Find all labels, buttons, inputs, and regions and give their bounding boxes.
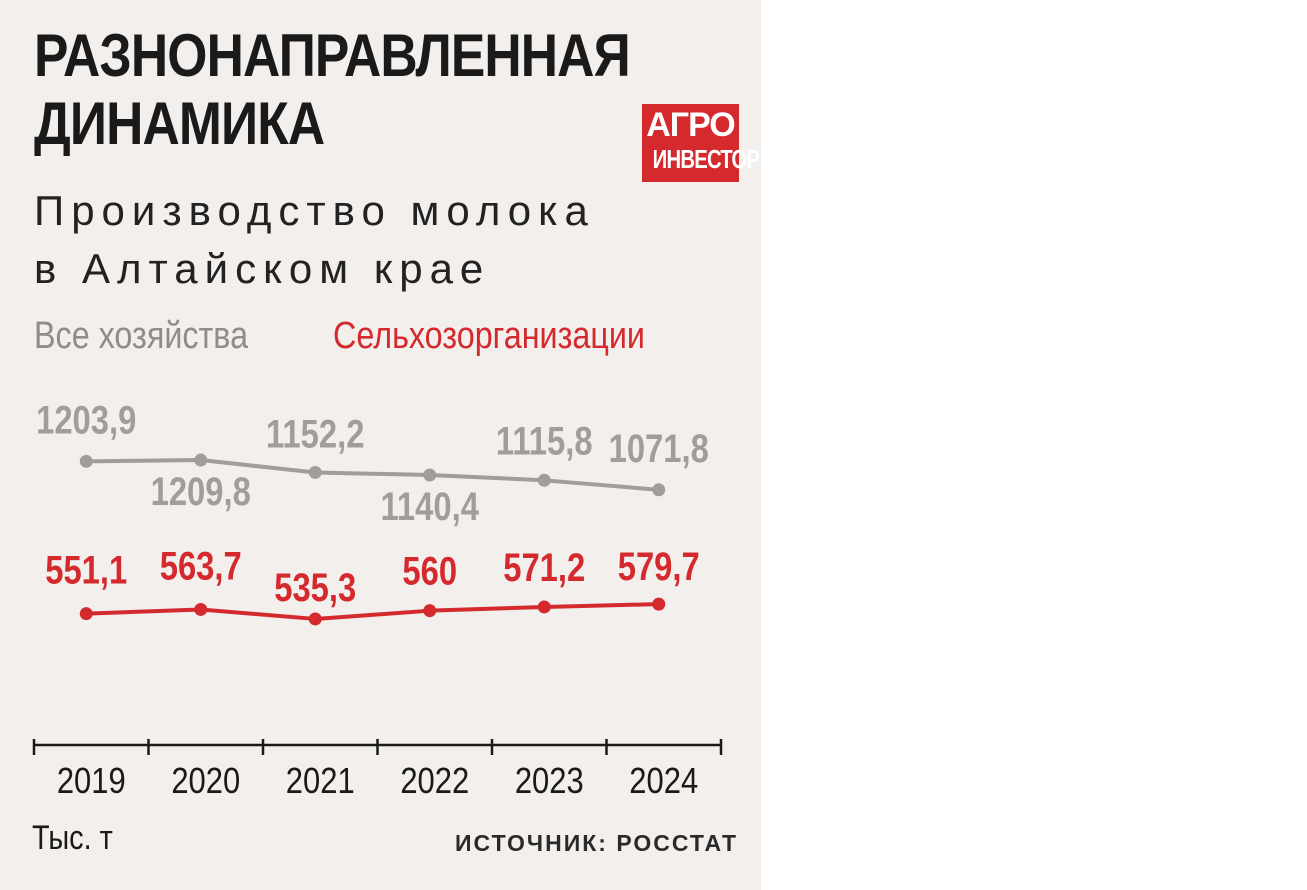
line-chart: 1203,9 1209,8 1152,2 1140,4 1115,8 1071,8 551,… [32,397,723,802]
subtitle-line-1: Производство молока [34,187,595,234]
title-line-2: ДИНАМИКА [34,90,325,157]
chart-subtitle: Производство молока в Алтайском крае [34,182,595,298]
data-label-org-2021: 535,3 [274,565,356,610]
data-label-all-2022: 1140,4 [381,484,480,529]
data-point-all-2024 [652,483,666,497]
source-label: ИСТОЧНИК: РОССТАТ [455,830,739,856]
unit-label: Тыс. т [32,819,113,857]
data-point-all-2021 [308,465,322,479]
x-tick-label-2023: 2023 [515,762,584,802]
legend-entry-all-farms: Все хозяйства [34,315,249,357]
data-point-org-2023 [537,600,551,614]
logo-line-1: АГРО [646,106,736,144]
data-label-org-2020: 563,7 [160,543,242,588]
data-point-all-2022 [423,468,437,482]
data-point-org-2019 [79,607,93,621]
x-tick-label-2022: 2022 [400,762,469,802]
data-point-all-2019 [79,454,93,468]
x-tick-label-2024: 2024 [629,762,698,802]
legend-entry-agri-organizations: Сельхозорганизации [333,315,645,357]
data-point-all-2023 [537,473,551,487]
data-label-all-2020: 1209,8 [151,469,251,514]
chart-title: РАЗНОНАПРАВЛЕННАЯ ДИНАМИКА [34,22,631,158]
data-label-org-2019: 551,1 [45,548,127,593]
series-line-all-farms [84,458,661,492]
x-tick-label-2021: 2021 [286,762,355,802]
data-point-org-2024 [652,597,666,611]
data-point-all-2020 [194,453,208,467]
data-label-all-2021: 1152,2 [266,411,364,456]
data-point-org-2021 [308,612,322,626]
data-label-org-2024: 579,7 [618,544,700,589]
agroinvestor-logo: АГРО ИНВЕСТОР [642,104,760,182]
series-line-agri-organizations [84,602,661,621]
x-tick-label-2019: 2019 [57,762,126,802]
x-tick-label-2020: 2020 [171,762,240,802]
title-line-1: РАЗНОНАПРАВЛЕННАЯ [34,22,631,89]
data-point-org-2022 [423,604,437,618]
data-label-all-2024: 1071,8 [609,426,709,471]
data-label-all-2023: 1115,8 [496,418,593,463]
data-label-org-2022: 560 [402,549,457,594]
chart-card: РАЗНОНАПРАВЛЕННАЯ ДИНАМИКА АГРО ИНВЕСТОР… [0,0,761,890]
subtitle-line-2: в Алтайском крае [34,245,491,292]
data-label-all-2019: 1203,9 [36,397,136,442]
data-point-org-2020 [194,602,208,616]
data-label-org-2023: 571,2 [503,545,585,590]
